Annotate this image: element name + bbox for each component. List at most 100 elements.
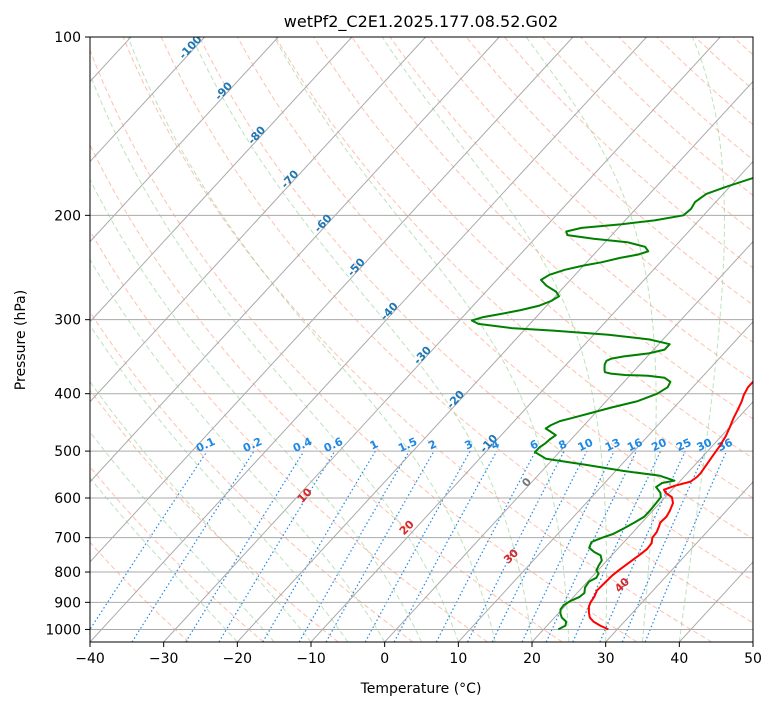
y-tick-label: 200: [54, 208, 81, 224]
dry-adiabat-line: [90, 48, 638, 642]
moist-adiabat-line: [678, 37, 726, 642]
isotherm-line: [90, 37, 500, 483]
pressure-gridlines: [90, 37, 753, 630]
mixing-ratio-label: 8: [556, 437, 568, 452]
isotherm-label: -30: [411, 343, 434, 367]
dry-adiabat-line: [275, 37, 753, 499]
isotherm-line: [90, 37, 574, 563]
isotherm-line: [457, 320, 753, 642]
dry-adiabat-line: [656, 37, 753, 126]
isotherm-line: [163, 37, 721, 642]
dry-adiabat-line: [427, 37, 753, 343]
dry-adiabat-line: [465, 37, 753, 306]
dry-adiabat-label: 40: [612, 575, 632, 595]
y-tick-label: 400: [54, 387, 81, 403]
moist-adiabat-line: [381, 37, 608, 642]
mixing-ratio-line: [262, 450, 376, 642]
isotherm-line: [752, 641, 753, 642]
isotherm-line: [90, 37, 279, 243]
isotherm-label: -20: [444, 388, 467, 412]
mixing-ratio-line: [621, 450, 707, 642]
y-tick-label: 800: [54, 565, 81, 581]
dry-adiabat-line: [389, 37, 753, 381]
mixing-ratio-lines: [90, 450, 728, 642]
mixing-ratio-line: [325, 450, 435, 642]
mixing-ratio-line: [521, 450, 615, 642]
y-tick-label: 300: [54, 313, 81, 329]
isotherm-label: -80: [245, 123, 268, 147]
dry-adiabat-line: [122, 37, 712, 642]
plot-frame: [89, 36, 754, 643]
isotherm-line: [90, 37, 647, 642]
x-tick-label: −40: [75, 651, 105, 667]
moist-adiabat-line: [191, 37, 533, 642]
x-axis-ticks: −40 −30 −20 −10 0 10 20 30 40 50: [75, 642, 762, 667]
isotherm-line: [90, 37, 205, 163]
mixing-ratio-line: [131, 450, 255, 642]
dry-adiabat-line: [580, 37, 753, 197]
x-tick-label: 0: [380, 651, 389, 667]
mixing-ratio-line: [393, 450, 498, 642]
x-tick-label: −30: [149, 651, 179, 667]
dewpoint-profile-line: [470, 176, 753, 631]
dry-adiabat-line: [160, 37, 753, 624]
moist-adiabat-line: [90, 477, 238, 642]
dry-adiabat-line: [694, 37, 753, 91]
mixing-ratio-line: [491, 450, 588, 642]
moist-adiabat-line: [90, 380, 312, 642]
mixing-ratio-label: 16: [625, 436, 645, 454]
isotherm-line: [236, 80, 753, 642]
mixing-ratio-line: [644, 450, 728, 642]
mixing-ratio-label: 0.1: [194, 435, 217, 455]
mixing-ratio-label: 0.4: [291, 435, 314, 455]
mixing-ratio-line: [599, 450, 686, 642]
x-tick-label: −10: [296, 651, 326, 667]
x-tick-label: 10: [449, 651, 467, 667]
y-axis-label: Pressure (hPa): [13, 290, 29, 390]
dry-adiabat-label: 30: [501, 546, 521, 566]
mixing-ratio-label: 10: [576, 436, 596, 454]
mixing-ratio-label: 0.2: [241, 435, 264, 455]
y-tick-label: 100: [54, 30, 81, 46]
dry-adiabat-line: [313, 37, 753, 459]
dry-adiabat-line: [90, 143, 563, 642]
dry-adiabat-line: [90, 465, 264, 642]
isotherm-line: [384, 240, 753, 642]
y-tick-label: 600: [54, 491, 81, 507]
dry-adiabat-label: 20: [397, 517, 417, 537]
temperature-profile-line: [587, 380, 753, 631]
mixing-ratio-label: 36: [715, 436, 735, 454]
y-tick-label: 1000: [45, 622, 81, 638]
x-tick-label: −20: [223, 651, 253, 667]
mixing-ratio-label: 3: [462, 437, 474, 452]
y-tick-label: 700: [54, 531, 81, 547]
mixing-ratio-label: 30: [695, 436, 715, 454]
mixing-ratio-line: [90, 450, 208, 631]
moist-adiabats: [90, 37, 726, 642]
isotherm-line: [90, 37, 353, 323]
profile-lines: [470, 176, 753, 631]
isotherm-line: [605, 481, 753, 642]
moist-adiabat-line: [127, 37, 496, 642]
mixing-ratio-line: [298, 450, 410, 642]
moist-adiabat-line: [90, 258, 386, 642]
dry-adiabat-line: [732, 37, 753, 56]
mixing-ratio-label: 0.6: [322, 435, 345, 455]
moist-adiabat-line: [90, 324, 349, 642]
mixing-ratio-line: [572, 450, 662, 642]
dry-adiabat-line: [504, 37, 753, 269]
mixing-ratio-label: 13: [603, 436, 622, 454]
isotherm-label: -50: [345, 255, 368, 279]
y-tick-label: 500: [54, 444, 81, 460]
mixing-ratio-line: [466, 450, 565, 642]
isotherm-line: [531, 401, 753, 642]
chart-title: wetPf2_C2E1.2025.177.08.52.G02: [284, 12, 558, 32]
x-tick-label: 30: [597, 651, 615, 667]
x-tick-label: 50: [744, 651, 762, 667]
isotherm-line: [678, 561, 753, 642]
isotherm-label: -70: [278, 167, 301, 191]
mixing-ratio-line: [185, 450, 305, 642]
x-tick-label: 40: [670, 651, 688, 667]
dry-adiabats: [90, 37, 753, 642]
moist-adiabat-line: [273, 37, 570, 642]
